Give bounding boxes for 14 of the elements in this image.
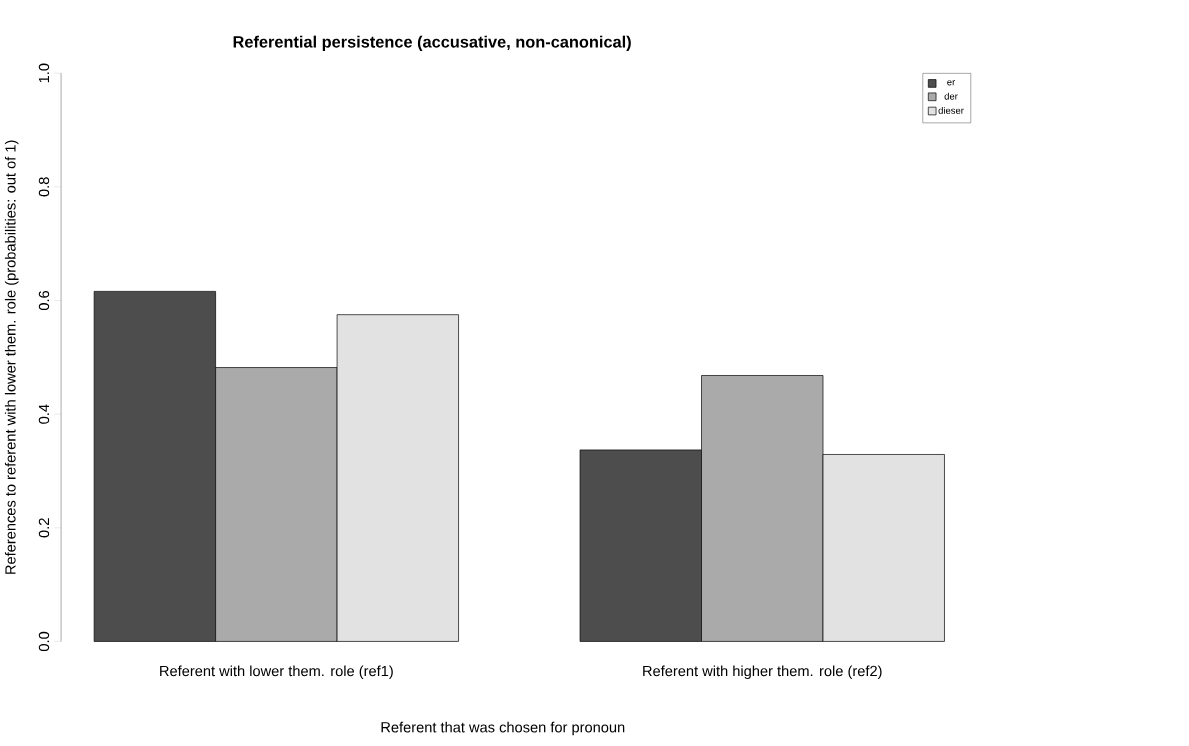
x-axis-title: Referent that was chosen for pronoun: [381, 721, 625, 736]
y-tick-label: 0.4: [38, 404, 50, 424]
y-tick-label: 0.6: [38, 290, 50, 310]
legend-label: der: [944, 92, 958, 100]
y-axis-title: References to referent with lower them. role (probabilities: out of 1): [4, 140, 19, 574]
y-tick-label: 0.0: [38, 631, 50, 651]
legend-label: er: [947, 80, 956, 86]
y-tick-label: 0.8: [38, 177, 50, 197]
x-tick-label: Referent with higher them. role (ref2): [643, 665, 882, 679]
y-tick-label: 0.2: [38, 518, 50, 538]
legend-label: dieser: [938, 106, 964, 114]
y-tick-label: 1.0: [38, 63, 50, 82]
chart-title: Referential persistence (accusative, non-canonical): [233, 35, 631, 51]
x-tick-label: Referent with lower them. role (ref1): [160, 665, 393, 679]
